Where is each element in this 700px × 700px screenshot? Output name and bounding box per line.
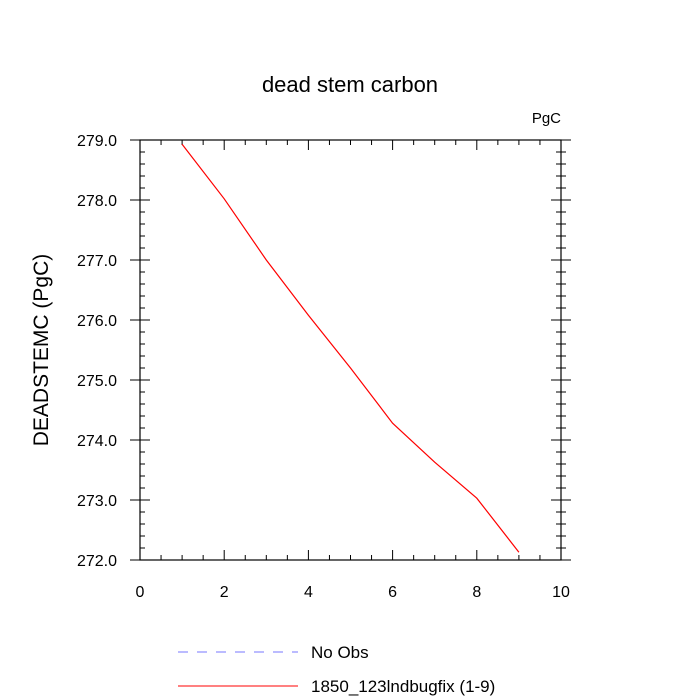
plot-frame [139, 139, 562, 561]
series-layer [181, 143, 520, 553]
units-label: PgC [532, 110, 561, 127]
legend: No Obs 1850_123lndbugfix (1-9) [178, 643, 495, 696]
x-tick-label: 10 [552, 584, 570, 601]
chart-title: dead stem carbon [262, 72, 438, 97]
y-tick-label: 277.0 [77, 253, 117, 270]
x-tick-label: 6 [388, 584, 397, 601]
series-line-0 [181, 143, 520, 553]
x-tick-label: 4 [304, 584, 313, 601]
y-axis-label: DEADSTEMC (PgC) [30, 254, 53, 447]
y-tick-label: 278.0 [77, 193, 117, 210]
y-tick-label: 274.0 [77, 433, 117, 450]
x-tick-label: 0 [136, 584, 145, 601]
x-tick-label: 8 [472, 584, 481, 601]
y-tick-label: 279.0 [77, 133, 117, 150]
axis-ticks: 0 2 4 6 8 10 272.0 273.0 274.0 275.0 276.0 277.0 278… [77, 133, 571, 601]
x-tick-label: 2 [220, 584, 229, 601]
y-tick-label: 276.0 [77, 313, 117, 330]
y-tick-label: 273.0 [77, 493, 117, 510]
legend-label-1: 1850_123lndbugfix (1-9) [311, 677, 495, 696]
legend-label-0: No Obs [311, 643, 369, 662]
y-tick-label: 272.0 [77, 553, 117, 570]
y-tick-label: 275.0 [77, 373, 117, 390]
